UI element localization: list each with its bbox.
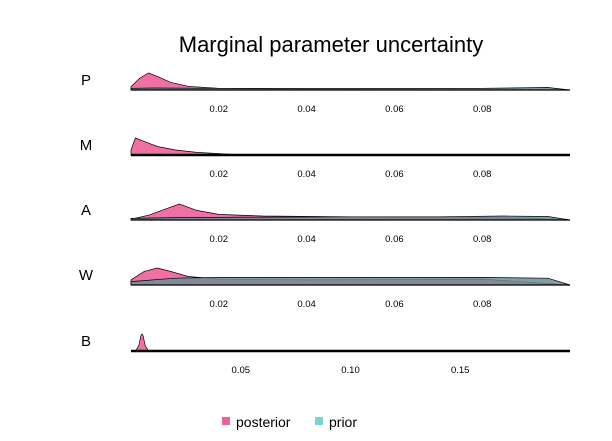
posterior-density-m [130,137,570,156]
tick-label: 0.15 [451,365,470,376]
chart-title: Marginal parameter uncertainty [179,32,483,57]
panel-a: A 0.02 0.04 0.06 0.08 [81,202,571,245]
posterior-density-p [130,72,571,91]
tick-label: 0.04 [297,169,316,180]
panel-m: M 0.02 0.04 0.06 0.08 [80,137,570,180]
panel-w: W 0.02 0.04 0.06 0.08 [79,267,571,310]
tick-label: 0.04 [297,234,316,245]
tick-label: 0.08 [473,169,492,180]
tick-label: 0.05 [232,365,251,376]
panel-label: A [81,202,91,219]
panel-label: M [80,137,93,154]
tick-label: 0.04 [297,299,316,310]
prior-density-p [130,87,571,91]
tick-label: 0.08 [473,104,492,115]
legend-label: prior [329,414,357,430]
panel-label: P [81,72,91,89]
prior-density-w [130,277,571,286]
prior-density-a [130,215,571,221]
tick-label: 0.06 [385,104,404,115]
tick-label: 0.02 [210,169,229,180]
legend-swatch [222,417,230,425]
tick-label: 0.06 [385,299,404,310]
legend-item-posterior: posterior [222,414,291,430]
panel-label: W [79,267,94,284]
legend-label: posterior [236,414,291,430]
tick-label: 0.10 [341,365,360,376]
posterior-density-b [131,333,570,352]
tick-label: 0.06 [385,169,404,180]
tick-label: 0.08 [473,234,492,245]
panel-label: B [81,333,91,350]
legend-swatch [315,417,323,425]
tick-label: 0.04 [297,104,316,115]
legend: posterior prior [222,414,357,430]
tick-label: 0.06 [385,234,404,245]
tick-label: 0.02 [210,104,229,115]
legend-item-prior: prior [315,414,357,430]
panel-p: P 0.02 0.04 0.06 0.08 [81,72,571,115]
tick-label: 0.08 [473,299,492,310]
tick-label: 0.02 [210,234,229,245]
panels-group: P 0.02 0.04 0.06 0.08 M 0.02 0.04 0.06 0.08 A 0.02 0… [79,72,571,376]
panel-b: B 0.05 0.10 0.15 [81,333,570,376]
tick-label: 0.02 [210,299,229,310]
